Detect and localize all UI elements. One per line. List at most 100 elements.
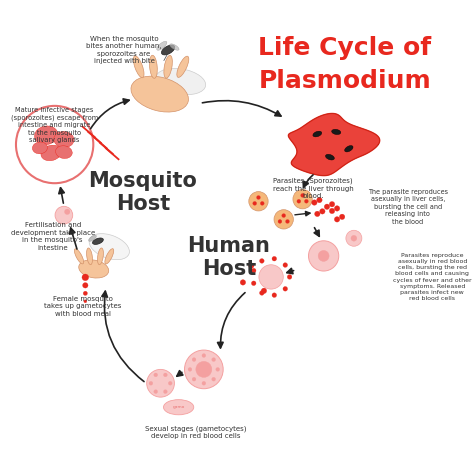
Circle shape: [64, 209, 70, 215]
Ellipse shape: [79, 260, 109, 278]
Circle shape: [329, 208, 335, 214]
Circle shape: [260, 291, 264, 295]
Circle shape: [261, 288, 267, 293]
Circle shape: [274, 210, 293, 229]
Circle shape: [334, 217, 340, 222]
Text: Human
Host: Human Host: [188, 236, 271, 279]
Text: Life Cycle of: Life Cycle of: [258, 36, 431, 60]
Circle shape: [283, 263, 288, 267]
Ellipse shape: [89, 235, 96, 241]
Circle shape: [248, 263, 254, 268]
Ellipse shape: [87, 248, 92, 264]
Circle shape: [282, 214, 285, 218]
Circle shape: [278, 219, 282, 223]
Text: gamo: gamo: [173, 405, 185, 409]
Circle shape: [304, 200, 308, 203]
Circle shape: [283, 286, 288, 291]
Text: Fertilisation and
development take place
in the mosquito's
intestine: Fertilisation and development take place…: [10, 222, 95, 251]
Text: Parasites (Sporozoites)
reach the liver through
blood.: Parasites (Sporozoites) reach the liver …: [273, 178, 354, 200]
Circle shape: [285, 219, 289, 223]
Circle shape: [202, 382, 206, 385]
Circle shape: [329, 201, 335, 207]
Circle shape: [154, 373, 158, 377]
Circle shape: [346, 230, 362, 246]
Circle shape: [164, 390, 167, 393]
Circle shape: [16, 106, 93, 183]
Circle shape: [315, 211, 320, 217]
Circle shape: [168, 382, 172, 385]
Circle shape: [212, 358, 216, 362]
Ellipse shape: [332, 129, 341, 135]
Ellipse shape: [131, 76, 189, 112]
Circle shape: [188, 367, 192, 371]
Circle shape: [192, 358, 196, 362]
Circle shape: [251, 268, 256, 273]
Ellipse shape: [164, 55, 173, 78]
Ellipse shape: [177, 56, 189, 77]
Circle shape: [196, 361, 212, 377]
Ellipse shape: [164, 400, 194, 415]
Circle shape: [82, 283, 88, 288]
Circle shape: [55, 206, 73, 224]
Circle shape: [249, 191, 268, 211]
Text: Parasites reproduce
asexually in red blood
cells, bursting the red
blood cells a: Parasites reproduce asexually in red blo…: [393, 253, 472, 301]
Circle shape: [260, 259, 264, 263]
Circle shape: [149, 382, 153, 385]
Circle shape: [253, 201, 256, 205]
Ellipse shape: [149, 55, 157, 78]
Text: Mosquito
Host: Mosquito Host: [89, 171, 197, 214]
Circle shape: [309, 241, 339, 271]
Circle shape: [84, 300, 87, 303]
Circle shape: [297, 200, 301, 203]
Circle shape: [301, 193, 304, 197]
Polygon shape: [288, 113, 380, 176]
Ellipse shape: [345, 146, 353, 152]
Ellipse shape: [54, 131, 74, 147]
Circle shape: [259, 265, 283, 289]
Circle shape: [318, 250, 329, 261]
Ellipse shape: [326, 155, 334, 160]
Circle shape: [251, 281, 256, 285]
Ellipse shape: [74, 249, 83, 264]
Ellipse shape: [133, 56, 144, 78]
Ellipse shape: [35, 126, 58, 145]
Ellipse shape: [32, 142, 47, 154]
Text: Female mosquito
takes up gametocytes
with blood meal: Female mosquito takes up gametocytes wit…: [44, 296, 121, 317]
Ellipse shape: [41, 145, 62, 161]
Ellipse shape: [105, 249, 114, 264]
Circle shape: [216, 367, 219, 371]
Text: Plasmodium: Plasmodium: [258, 70, 431, 93]
Circle shape: [184, 350, 223, 389]
Circle shape: [82, 274, 89, 281]
Circle shape: [154, 390, 158, 393]
Circle shape: [83, 291, 87, 295]
Circle shape: [272, 256, 277, 261]
Circle shape: [339, 214, 345, 219]
Ellipse shape: [170, 44, 179, 50]
Text: When the mosquito
bites another human,
sporozoites are
injected with bite: When the mosquito bites another human, s…: [86, 36, 162, 64]
Ellipse shape: [162, 45, 175, 55]
Text: Sexual stages (gametocytes)
develop in red blood cells: Sexual stages (gametocytes) develop in r…: [145, 426, 246, 439]
Circle shape: [202, 354, 206, 357]
Circle shape: [324, 204, 330, 210]
Ellipse shape: [55, 146, 72, 158]
Circle shape: [311, 200, 317, 205]
Circle shape: [351, 235, 357, 241]
Circle shape: [293, 190, 312, 209]
Ellipse shape: [157, 41, 167, 50]
Circle shape: [192, 377, 196, 381]
Circle shape: [272, 293, 277, 298]
Ellipse shape: [156, 68, 206, 95]
Ellipse shape: [89, 234, 129, 260]
Circle shape: [146, 369, 174, 397]
Circle shape: [164, 373, 167, 377]
Circle shape: [317, 197, 322, 203]
Ellipse shape: [92, 238, 103, 245]
Circle shape: [240, 280, 246, 285]
Circle shape: [334, 206, 340, 211]
Circle shape: [256, 196, 260, 200]
Circle shape: [319, 209, 325, 214]
Text: The parasite reproduces
asexually in liver cells,
bursting the cell and
releasin: The parasite reproduces asexually in liv…: [368, 189, 448, 225]
Ellipse shape: [313, 131, 322, 137]
Circle shape: [260, 201, 264, 205]
